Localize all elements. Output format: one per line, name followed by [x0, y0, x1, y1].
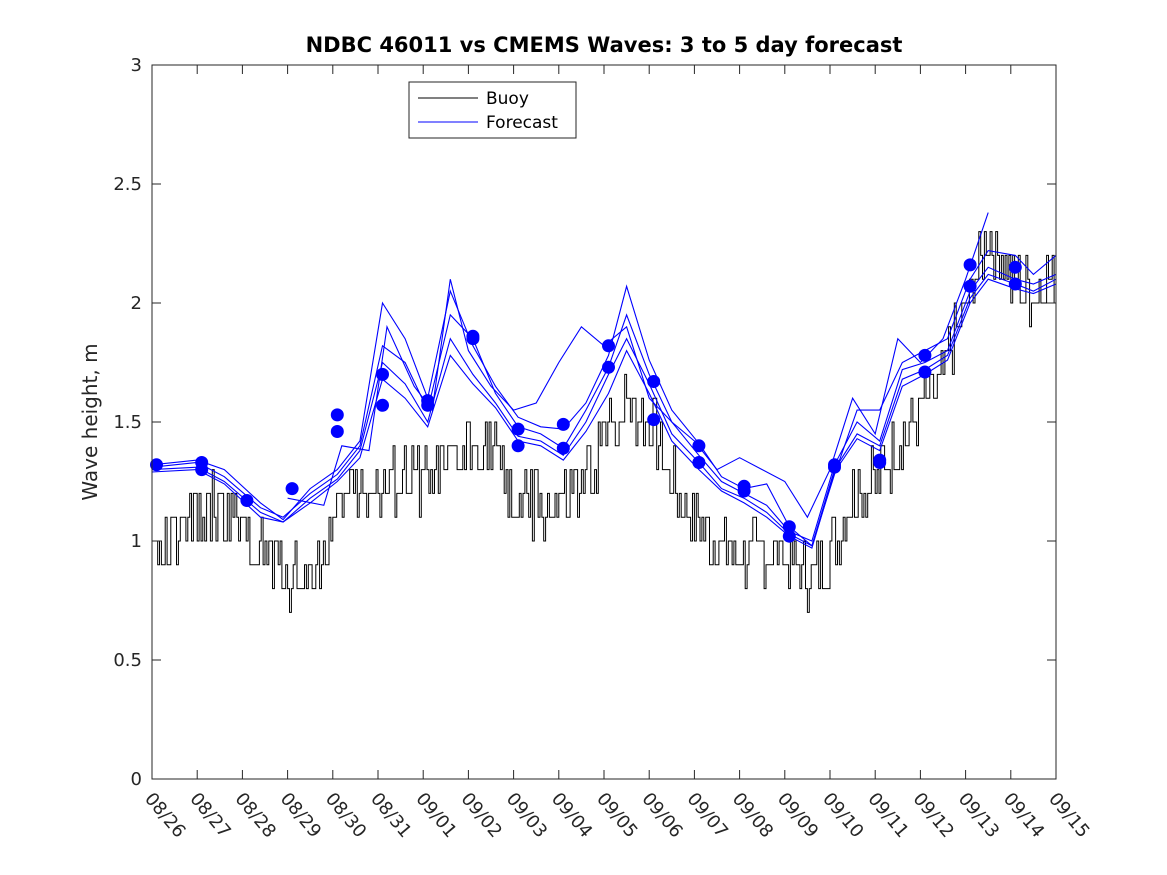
forecast-point: [873, 456, 887, 469]
forecast-point: [240, 494, 254, 507]
forecast-point: [511, 422, 525, 436]
y-tick-label: 1.5: [113, 412, 142, 433]
forecast-point: [602, 360, 615, 374]
forecast-point: [285, 482, 299, 496]
y-axis-label: Wave height, m: [78, 343, 102, 500]
forecast-line: [151, 273, 1057, 547]
forecast-point: [150, 458, 163, 472]
forecast-point: [330, 408, 344, 422]
legend-buoy-label: Buoy: [486, 89, 529, 109]
y-tick-label: 0: [131, 769, 142, 790]
forecast-point: [918, 365, 932, 379]
forecast-point: [376, 367, 389, 381]
forecast-line: [151, 249, 1057, 547]
forecast-point: [511, 439, 525, 453]
legend-box: [408, 81, 577, 139]
forecast-point: [602, 339, 615, 353]
forecast-point: [195, 463, 209, 477]
forecast-markers: [150, 258, 1022, 543]
legend-forecast-label: Forecast: [486, 113, 558, 133]
forecast-series-group: [151, 212, 1057, 549]
forecast-line: [151, 266, 1057, 542]
forecast-line: [151, 278, 1057, 549]
forecast-line: [287, 212, 989, 519]
plot-area: [150, 64, 1057, 780]
y-tick-label: 2: [131, 293, 142, 314]
buoy-line: [152, 231, 1057, 613]
forecast-point: [466, 332, 480, 346]
y-tick-label: 2.5: [113, 174, 142, 195]
forecast-point: [963, 279, 977, 293]
y-tick-label: 1: [131, 531, 142, 552]
forecast-point: [828, 460, 841, 474]
forecast-point: [556, 441, 570, 455]
forecast-point: [647, 413, 661, 427]
legend: Buoy Forecast: [408, 81, 577, 139]
forecast-point: [918, 348, 932, 362]
forecast-point: [782, 520, 796, 534]
forecast-point: [692, 439, 706, 453]
forecast-point: [647, 375, 661, 388]
forecast-point: [330, 425, 344, 438]
buoy-series: [152, 231, 1057, 613]
y-tick-label: 3: [131, 55, 142, 76]
y-tick-label: 0.5: [113, 650, 142, 671]
forecast-point: [737, 484, 751, 498]
forecast-point: [782, 529, 796, 543]
chart-title: NDBC 46011 vs CMEMS Waves: 3 to 5 day fo…: [306, 33, 903, 57]
forecast-point: [963, 258, 977, 272]
forecast-point: [1008, 260, 1022, 274]
forecast-point: [421, 398, 435, 412]
forecast-point: [1008, 277, 1022, 291]
forecast-point: [556, 417, 570, 431]
forecast-point: [376, 398, 389, 412]
forecast-point: [692, 456, 706, 469]
